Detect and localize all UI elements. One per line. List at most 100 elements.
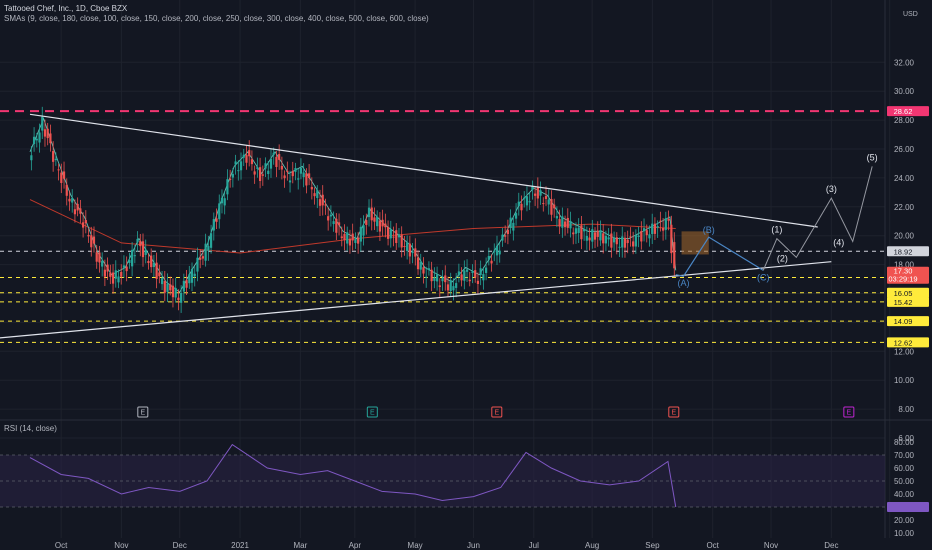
- price-tick: 18.00: [894, 261, 915, 270]
- rsi-band: [0, 454, 885, 508]
- candle-body: [71, 198, 74, 203]
- candle-body: [411, 251, 414, 254]
- time-tick: Dec: [824, 541, 838, 550]
- candle-body: [226, 179, 229, 195]
- candle-body: [514, 213, 518, 219]
- candle-body: [493, 250, 496, 252]
- candle-body: [376, 216, 379, 227]
- candle-body: [449, 280, 452, 292]
- time-axis[interactable]: Oct Nov Dec 2021 Mar Apr May Jun Jul Aug Sep Oct Nov…: [55, 541, 839, 550]
- candle-body: [95, 252, 98, 262]
- candle-body: [267, 170, 270, 175]
- rsi-band-fill: [0, 455, 885, 507]
- candle-body: [610, 233, 613, 248]
- candle-body: [346, 232, 349, 244]
- price-tag-label: 14.09: [894, 317, 913, 326]
- indicator-legend[interactable]: SMAs (9, close, 180, close, 100, close, …: [4, 14, 429, 23]
- wave-label-(5): (5): [867, 152, 878, 162]
- candle-body: [425, 276, 428, 278]
- candle-body: [563, 221, 567, 228]
- candle-body: [659, 220, 662, 222]
- candle-body: [218, 203, 221, 220]
- candle-body: [474, 270, 477, 278]
- candle-body: [150, 255, 153, 268]
- price-tick: 28.00: [894, 116, 915, 125]
- candle-body: [269, 158, 273, 169]
- candle-body: [485, 267, 488, 273]
- candle-body: [207, 246, 210, 251]
- candle-body: [283, 175, 286, 179]
- candle-body: [536, 187, 539, 199]
- candle-body: [357, 237, 360, 244]
- candle-body: [57, 169, 60, 171]
- last-price-tag-bg: [887, 266, 929, 284]
- candle-body: [234, 161, 237, 165]
- candle-body: [501, 234, 504, 241]
- candle-body: [125, 266, 128, 272]
- candle-body: [111, 272, 115, 284]
- candle-body: [397, 234, 401, 238]
- earnings-marker: [668, 406, 680, 418]
- price-tick: 26.00: [894, 145, 915, 154]
- candle-body: [476, 280, 480, 284]
- candle-body: [120, 271, 123, 277]
- candle-body: [220, 197, 224, 204]
- time-tick: May: [408, 541, 423, 550]
- price-tick: 10.00: [894, 376, 915, 385]
- candle-body: [201, 256, 205, 259]
- candle-body: [498, 250, 501, 255]
- price-tag-bg: [887, 316, 929, 327]
- candle-body: [667, 218, 670, 221]
- candle-body: [441, 277, 444, 282]
- candle-body: [294, 168, 297, 172]
- candle-body: [550, 199, 553, 215]
- price-tick: 12.00: [894, 347, 915, 356]
- rsi-tick: 70.00: [894, 451, 915, 460]
- candle-body: [487, 255, 490, 260]
- candle-body: [160, 278, 164, 285]
- price-tag-label: 15.42: [894, 298, 913, 307]
- candle-body: [634, 234, 637, 247]
- candle-body: [136, 238, 139, 243]
- candle-body: [373, 217, 376, 222]
- candle-body: [670, 224, 673, 254]
- candle-body: [427, 268, 431, 270]
- candle-body: [525, 196, 529, 206]
- price-tick: 32.00: [894, 58, 915, 67]
- rsi-polyline: [29, 443, 677, 508]
- earnings-marker: [366, 406, 378, 418]
- candle-body: [406, 242, 409, 251]
- candle-body: [452, 286, 455, 291]
- currency-label[interactable]: USD: [903, 11, 918, 18]
- price-series: [30, 106, 676, 313]
- rsi-title[interactable]: RSI (14, close): [4, 424, 57, 433]
- candle-body: [73, 209, 77, 215]
- candle-body: [49, 133, 52, 144]
- candle-body: [62, 171, 66, 179]
- earnings-marker: [491, 406, 503, 418]
- candle-body: [465, 269, 469, 272]
- candle-body: [400, 234, 403, 248]
- time-tick: Aug: [585, 541, 599, 550]
- candle-body: [212, 219, 215, 231]
- candle-body: [114, 270, 117, 279]
- price-tick: 24.00: [894, 174, 915, 183]
- candle-body: [416, 257, 420, 270]
- candle-body: [612, 237, 616, 243]
- earnings-label: E: [370, 410, 375, 417]
- time-tick: Mar: [293, 541, 307, 550]
- candle-body: [354, 238, 357, 243]
- candle-body: [512, 222, 515, 231]
- candle-body: [517, 201, 520, 207]
- candle-body: [245, 154, 248, 163]
- candle-body: [673, 242, 676, 269]
- candle-body: [41, 116, 44, 131]
- candle-body: [444, 275, 447, 283]
- candle-body: [117, 276, 120, 283]
- time-tick: Sep: [645, 541, 660, 550]
- candle-body: [177, 297, 180, 301]
- candle-body: [577, 227, 580, 233]
- earnings-label: E: [494, 410, 499, 417]
